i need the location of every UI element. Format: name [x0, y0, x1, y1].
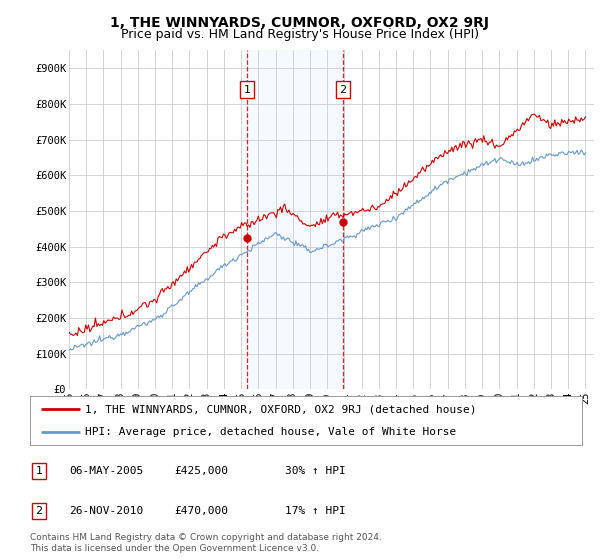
Text: Price paid vs. HM Land Registry's House Price Index (HPI): Price paid vs. HM Land Registry's House …: [121, 28, 479, 41]
Text: 1: 1: [244, 85, 251, 95]
Text: 2: 2: [35, 506, 43, 516]
Text: £425,000: £425,000: [174, 466, 228, 476]
Text: £470,000: £470,000: [174, 506, 228, 516]
Text: 2: 2: [339, 85, 346, 95]
Bar: [247, 50, 343, 389]
Text: 30% ↑ HPI: 30% ↑ HPI: [285, 466, 346, 476]
Text: 06-MAY-2005: 06-MAY-2005: [69, 466, 143, 476]
Text: HPI: Average price, detached house, Vale of White Horse: HPI: Average price, detached house, Vale…: [85, 427, 457, 437]
Text: 26-NOV-2010: 26-NOV-2010: [69, 506, 143, 516]
Text: 1, THE WINNYARDS, CUMNOR, OXFORD, OX2 9RJ: 1, THE WINNYARDS, CUMNOR, OXFORD, OX2 9R…: [110, 16, 490, 30]
Text: 1, THE WINNYARDS, CUMNOR, OXFORD, OX2 9RJ (detached house): 1, THE WINNYARDS, CUMNOR, OXFORD, OX2 9R…: [85, 404, 476, 414]
Text: Contains HM Land Registry data © Crown copyright and database right 2024.
This d: Contains HM Land Registry data © Crown c…: [30, 533, 382, 553]
Text: 17% ↑ HPI: 17% ↑ HPI: [285, 506, 346, 516]
Text: 1: 1: [35, 466, 43, 476]
